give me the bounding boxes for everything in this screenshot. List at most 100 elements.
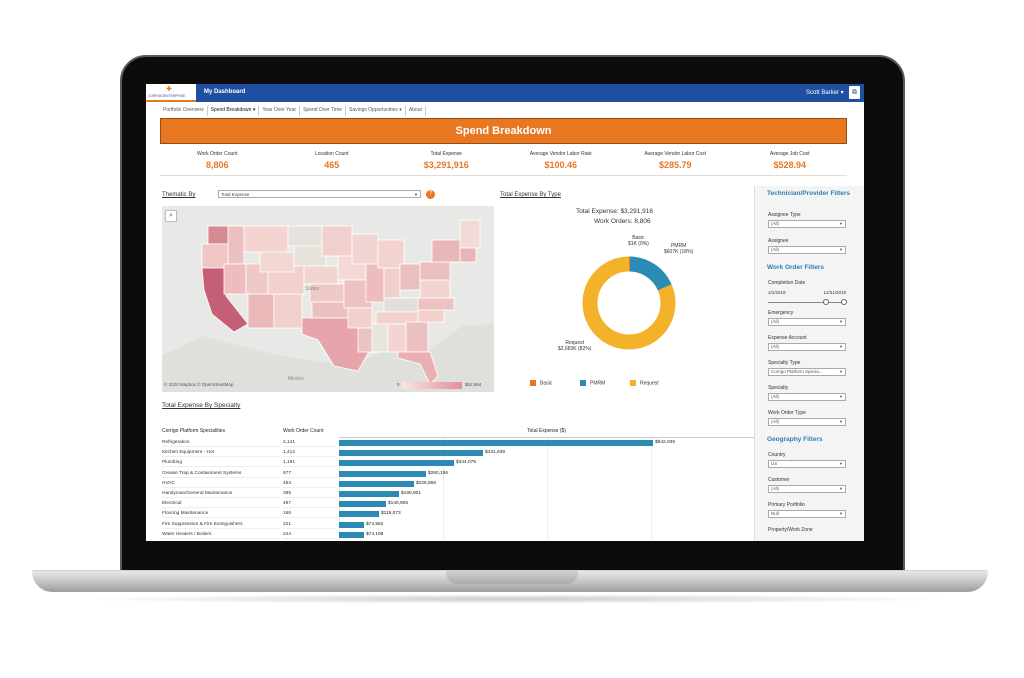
gridline xyxy=(651,438,652,541)
expense-bar[interactable] xyxy=(339,491,399,497)
filter-label: Work Order Type xyxy=(768,410,806,416)
kpi-label: Location Count xyxy=(314,151,349,157)
column-header-specialities: Corrigo Platform Specialities xyxy=(162,428,226,434)
expense-bar-label: $180,901 xyxy=(401,491,422,496)
specialty-type-select[interactable]: Corrigo Platform Specia... ▼ xyxy=(768,368,846,376)
expense-bar-label: $942,039 xyxy=(655,440,676,445)
info-icon[interactable]: ? xyxy=(426,190,435,199)
dashboard-tabs: Portfolio Overview Spend Breakdown ▾ Yea… xyxy=(160,106,426,116)
donut-label-basic-value: $1K (0%) xyxy=(628,241,649,247)
filter-label: Customer xyxy=(768,477,790,483)
state-va xyxy=(419,279,451,299)
assignee-type-select[interactable]: (All) ▼ xyxy=(768,220,846,228)
state-ms xyxy=(371,323,389,353)
thematic-by-label: Thematic By xyxy=(162,192,196,198)
state-al xyxy=(387,323,407,353)
state-pa xyxy=(419,261,451,281)
state-wi xyxy=(351,233,379,265)
kpi-value: $528.94 xyxy=(773,160,807,170)
expense-type-donut[interactable] xyxy=(576,250,682,356)
kpi-row: Work Order Count 8,806 Location Count 46… xyxy=(160,148,847,176)
tab-portfolio-overview[interactable]: Portfolio Overview xyxy=(160,106,208,116)
page-title: Spend Breakdown xyxy=(160,118,847,144)
donut-slice-request[interactable] xyxy=(582,256,676,350)
kpi-label: Average Job Cost xyxy=(769,151,810,157)
map-label-mexico: Mexico xyxy=(288,376,304,382)
user-menu[interactable]: Scott Barker ▾ xyxy=(806,90,844,96)
filter-label: Primary Portfolio xyxy=(768,502,805,508)
expense-map[interactable]: States Mexico ⌕ © 2020 Mapbox © OpenStre… xyxy=(162,206,494,392)
date-range-slider[interactable] xyxy=(768,302,846,303)
chevron-down-icon: ▼ xyxy=(839,319,843,324)
slider-handle-end[interactable] xyxy=(841,299,847,305)
select-value: (All) xyxy=(771,221,779,226)
state-mi xyxy=(377,239,405,269)
assignee-select[interactable]: (All) ▼ xyxy=(768,246,846,254)
emergency-select[interactable]: (All) ▼ xyxy=(768,318,846,326)
laptop-screen: ✚ CORRIGOENTERPRISE My Dashboard Scott B… xyxy=(146,84,864,541)
state-il xyxy=(365,263,385,303)
filter-heading-work-order: Work Order Filters xyxy=(767,264,824,271)
table-row-count: 244 xyxy=(283,531,337,539)
table-row-count: 2,141 xyxy=(283,439,337,447)
filter-label: Specialty Type xyxy=(768,360,801,366)
app-header: ✚ CORRIGOENTERPRISE My Dashboard Scott B… xyxy=(146,84,864,102)
table-row-count: 395 xyxy=(283,490,337,498)
state-me xyxy=(459,219,481,249)
tab-spend-over-time[interactable]: Spend Over Time xyxy=(300,106,346,116)
country-select[interactable]: US ▼ xyxy=(768,460,846,468)
select-value: US xyxy=(771,461,778,466)
tab-savings-opportunities[interactable]: Savings Opportunities ▾ xyxy=(346,106,406,116)
corrigo-logo[interactable]: ✚ CORRIGOENTERPRISE xyxy=(146,84,196,102)
expense-bar[interactable] xyxy=(339,531,364,538)
dashboard-title[interactable]: My Dashboard xyxy=(204,89,246,95)
work-order-type-select[interactable]: (All) ▼ xyxy=(768,418,846,426)
chevron-down-icon: ▼ xyxy=(839,486,843,491)
filter-label: Assignee Type xyxy=(768,212,801,218)
chevron-down-icon: ▼ xyxy=(839,369,843,374)
expense-bar[interactable] xyxy=(339,501,386,508)
laptop-shadow xyxy=(70,594,954,604)
expense-bar[interactable] xyxy=(339,521,364,528)
completion-date-range: 1/1/2019 12/31/2019 xyxy=(768,290,846,295)
thematic-by-select[interactable]: Total Expense ▼ xyxy=(218,190,421,198)
tab-spend-breakdown[interactable]: Spend Breakdown ▾ xyxy=(208,106,260,116)
expense-bar[interactable] xyxy=(339,470,426,477)
tab-year-over-year[interactable]: Year Over Year xyxy=(259,106,301,116)
customer-select[interactable]: (All) ▼ xyxy=(768,485,846,493)
chevron-down-icon: ▼ xyxy=(839,221,843,226)
us-choropleth xyxy=(162,219,494,392)
table-row-name: Grease Trap & Containment Systems xyxy=(162,470,280,478)
legend-request: Request xyxy=(630,380,659,386)
legend-swatch xyxy=(630,380,636,386)
share-icon[interactable]: ⧉ xyxy=(849,86,860,99)
chevron-down-icon: ▼ xyxy=(414,192,418,197)
expense-bar-label: $260,156 xyxy=(428,470,449,476)
filter-label: Completion Date xyxy=(768,280,806,286)
table-row-name: Flooring Maintenance xyxy=(162,510,280,519)
expense-bar-label: $431,639 xyxy=(485,450,506,456)
specialty-select[interactable]: (All) ▼ xyxy=(768,393,846,401)
state-ne xyxy=(303,265,339,285)
table-row-name: Kitchen Equipment - Hot xyxy=(162,449,280,458)
table-row-count: 453 xyxy=(283,480,337,488)
donut-work-orders: Work Orders: 8,806 xyxy=(594,218,651,225)
tab-about[interactable]: About xyxy=(406,106,426,116)
expense-bar[interactable] xyxy=(339,450,483,457)
primary-portfolio-select[interactable]: Null ▼ xyxy=(768,510,846,518)
expense-bar-label: $140,905 xyxy=(388,501,409,507)
expense-bar[interactable] xyxy=(339,440,653,446)
kpi-avg-job-cost: Average Job Cost $528.94 xyxy=(733,148,848,175)
expense-bar[interactable] xyxy=(339,511,379,518)
expense-bar[interactable] xyxy=(339,460,454,467)
gridline xyxy=(339,438,340,541)
kpi-avg-vendor-labor-rate: Average Vendor Labor Rate $100.46 xyxy=(504,148,619,175)
column-header-total-expense: Total Expense ($) xyxy=(339,424,754,438)
state-mn xyxy=(321,225,353,257)
expense-account-select[interactable]: (All) ▼ xyxy=(768,343,846,351)
legend-basic: Basic xyxy=(530,380,552,386)
slider-handle-start[interactable] xyxy=(823,299,829,305)
search-icon[interactable]: ⌕ xyxy=(165,210,177,222)
expense-bar[interactable] xyxy=(339,480,414,487)
kpi-label: Total Expense xyxy=(430,151,462,157)
